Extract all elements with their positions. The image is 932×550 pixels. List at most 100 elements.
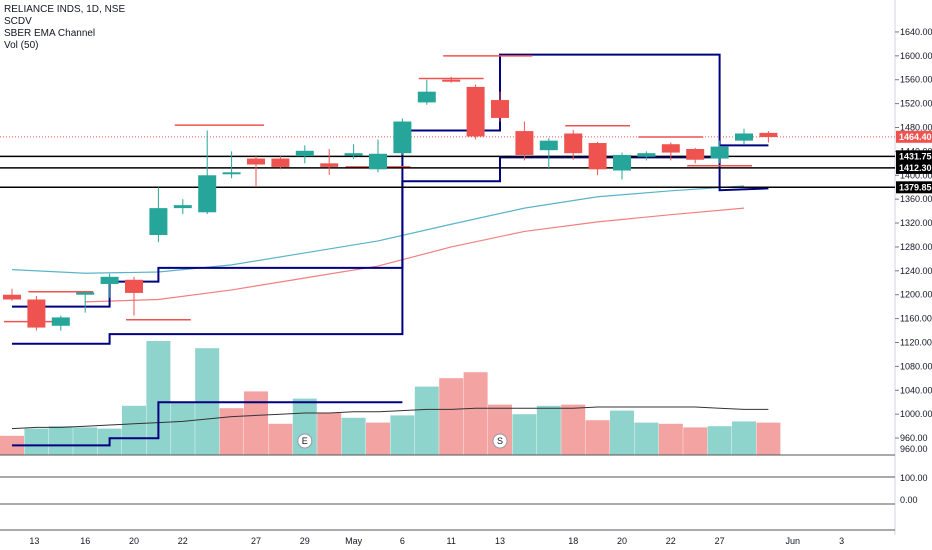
indicator-ema-channel-label[interactable]: SBER EMA Channel	[4, 28, 96, 39]
candle	[51, 315, 70, 331]
price-badge-label: 1431.75	[899, 151, 932, 161]
event-marker-label: S	[497, 436, 503, 446]
candle	[344, 144, 363, 160]
indicator-scdv-label[interactable]: SCDV	[4, 16, 32, 27]
candle-body	[588, 143, 607, 170]
volume-bar	[634, 422, 659, 455]
time-tick-label: 20	[129, 536, 139, 546]
price-tick-label: 1200.00	[900, 290, 932, 300]
volume-bar	[219, 408, 244, 455]
volume-bar	[73, 427, 98, 455]
time-tick-label: 16	[80, 536, 90, 546]
volume-bar	[683, 427, 708, 455]
price-badge-label: 1379.85	[899, 182, 932, 192]
candle-body	[686, 149, 705, 160]
candle	[198, 130, 217, 215]
pane-scale-label: 960.00	[900, 444, 928, 454]
candle	[100, 273, 119, 298]
price-tick-label: 960.00	[900, 433, 928, 443]
volume-bar	[122, 405, 146, 455]
candle	[515, 121, 534, 161]
candle	[613, 152, 631, 180]
candle-body	[661, 144, 680, 153]
pane-scale-label: 100.00	[900, 473, 928, 483]
candle-body	[613, 154, 631, 171]
candle	[27, 295, 46, 331]
candle-body	[295, 150, 314, 157]
volume-channel-line	[12, 401, 403, 447]
time-tick-label: 27	[251, 536, 261, 546]
price-tick-label: 1080.00	[900, 361, 932, 371]
candle-body	[515, 131, 534, 155]
candle	[125, 276, 143, 316]
candle-body	[100, 276, 119, 284]
volume-ma-line	[11, 406, 769, 430]
price-tick-label: 1280.00	[900, 242, 932, 252]
time-tick-label: 13	[29, 536, 39, 546]
candle-body	[320, 163, 339, 167]
price-tick-label: 1120.00	[900, 338, 932, 348]
price-tick-label: 1320.00	[900, 218, 932, 228]
price-tick-label: 1000.00	[900, 409, 932, 419]
candle-body	[564, 133, 583, 154]
candle	[710, 140, 729, 164]
price-badge-label: 1412.30	[899, 163, 932, 173]
price-badge	[896, 161, 932, 174]
candle	[271, 156, 290, 170]
candle-body	[247, 158, 265, 165]
volume-bar	[585, 420, 610, 455]
price-tick-label: 1040.00	[900, 385, 932, 395]
price-tick-label: 1240.00	[900, 266, 932, 276]
time-tick-label: 27	[715, 536, 725, 546]
volume-bar	[707, 426, 732, 455]
candle	[393, 118, 412, 155]
price-badge	[896, 150, 932, 163]
volume-bar	[756, 422, 781, 455]
volume-bar	[244, 391, 268, 455]
ema-fast-line	[11, 185, 745, 274]
candle-body	[417, 91, 436, 103]
time-tick-label: 22	[178, 536, 188, 546]
price-tick-label: 1360.00	[900, 194, 932, 204]
event-marker	[492, 433, 508, 449]
volume-bar	[732, 421, 756, 455]
candle-body	[539, 140, 558, 151]
indicator-volume-label[interactable]: Vol (50)	[4, 40, 39, 51]
candle	[686, 147, 705, 164]
candle-body	[442, 79, 461, 82]
candle-body	[76, 292, 95, 295]
candle-body	[491, 100, 509, 118]
candle	[491, 91, 509, 122]
volume-bar	[48, 426, 73, 455]
candle-body	[27, 299, 46, 328]
candle	[173, 199, 192, 215]
candle	[295, 145, 314, 164]
candle-body	[198, 175, 217, 213]
candle	[76, 291, 95, 313]
pane-scale-label: 0.00	[900, 495, 918, 505]
candle-body	[369, 153, 387, 170]
channel-upper-line	[12, 53, 769, 308]
candle-body	[637, 153, 656, 157]
volume-bar	[658, 423, 683, 455]
candle	[442, 76, 461, 83]
time-tick-label: 20	[617, 536, 627, 546]
candle	[539, 138, 558, 169]
price-badge-label: 1464.40	[899, 132, 932, 142]
candle-body	[344, 153, 363, 156]
price-badge	[896, 130, 932, 143]
candle	[564, 129, 583, 160]
price-tick-label: 1600.00	[900, 51, 932, 61]
ema-slow-line	[85, 207, 745, 303]
candle-body	[759, 132, 778, 138]
volume-bar	[610, 410, 634, 455]
symbol-title: RELIANCE INDS, 1D, NSE	[4, 4, 126, 15]
candle-body	[125, 279, 143, 293]
event-marker-label: E	[302, 436, 308, 446]
volume-bar	[170, 402, 195, 455]
candle	[637, 151, 656, 161]
time-tick-label: 3	[839, 536, 844, 546]
price-tick-label: 1560.00	[900, 75, 932, 85]
time-tick-label: 6	[400, 536, 405, 546]
